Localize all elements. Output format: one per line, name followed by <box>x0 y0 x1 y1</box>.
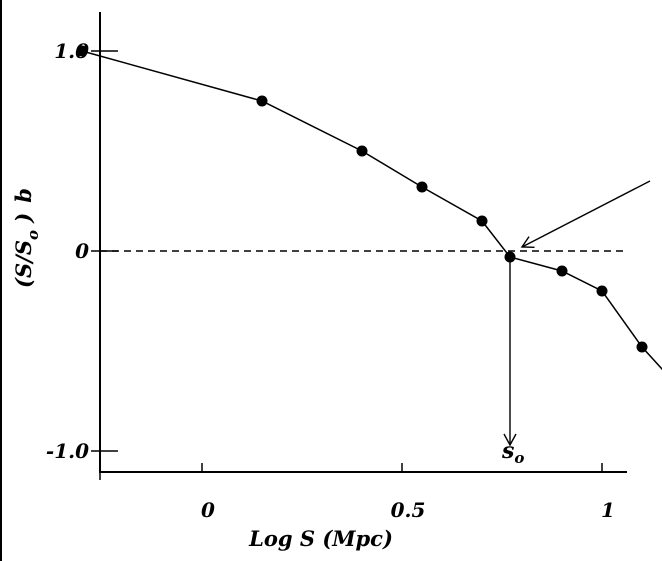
x-tick-label: 1 <box>601 498 615 522</box>
y-tick-label: 0 <box>75 239 89 263</box>
x-tick-label: 0 <box>201 498 215 522</box>
data-point <box>416 181 428 193</box>
y-axis-label-close: ) <box>11 213 36 230</box>
y-axis-label: (S/So ) b <box>11 188 42 288</box>
data-point <box>356 145 368 157</box>
data-line <box>81 50 662 371</box>
data-point <box>636 341 648 353</box>
data-point <box>556 265 568 277</box>
pointer-arrow <box>520 180 651 248</box>
data-point <box>76 45 88 57</box>
crossing-label-main: s <box>501 438 514 464</box>
crossing-label-sub: o <box>514 449 524 467</box>
data-point <box>596 285 608 297</box>
axes: 1.00-1.000.511.5 <box>46 12 627 522</box>
data-point <box>256 95 268 107</box>
series-line <box>76 45 662 371</box>
x-tick-label: 0.5 <box>391 498 426 522</box>
crossing-label: so <box>501 438 524 467</box>
annotations: so <box>501 180 651 467</box>
y-axis-label-sub: o <box>24 230 42 240</box>
y-tick-label: -1.0 <box>46 439 89 463</box>
data-point <box>476 215 488 227</box>
y-axis-label-main: (S/S <box>11 240 36 288</box>
y-axis-label-tail: b <box>11 188 36 203</box>
x-axis-label: Log S (Mpc) <box>248 526 393 551</box>
